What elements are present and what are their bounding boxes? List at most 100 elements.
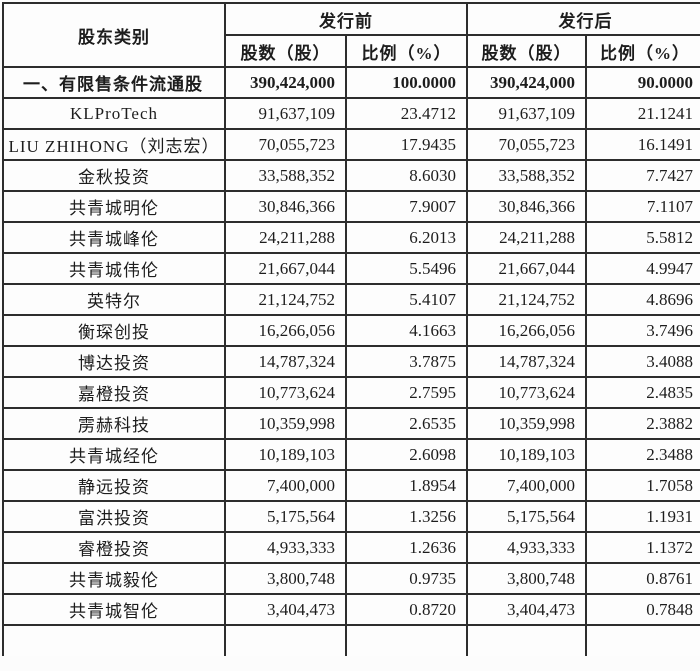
ratio-after-value: 21.1241 [585,97,700,130]
shares-before-value: 16,266,056 [224,314,347,347]
shares-before-value: 21,667,044 [224,252,347,285]
shares-before-value: 21,124,752 [224,283,347,316]
shareholder-name: LIU ZHIHONG（刘志宏） [2,128,226,161]
shares-before-value: 30,846,366 [224,190,347,223]
shares-before-value: 33,588,352 [224,159,347,192]
shares-before-value: 70,055,723 [224,128,347,161]
ratio-after-value: 0.7848 [585,593,700,626]
ratio-before-value: 100.0000 [345,66,468,99]
ratio-before-value: 1.8954 [345,469,468,502]
shareholder-name: 共青城明伦 [2,190,226,223]
shares-after-value: 3,404,473 [466,593,587,626]
table-row: LIU ZHIHONG（刘志宏） 70,055,723 17.9435 70,0… [2,128,700,161]
table-row: 共青城经伦 10,189,103 2.6098 10,189,103 2.348… [2,438,700,471]
ratio-after-value: 4.9947 [585,252,700,285]
ratio-after-value: 2.3488 [585,438,700,471]
shares-before-value: 10,359,998 [224,407,347,440]
shares-before-value: 91,637,109 [224,97,347,130]
shares-after-value: 7,400,000 [466,469,587,502]
ratio-before-value: 2.6535 [345,407,468,440]
shares-before-value: 390,424,000 [224,66,347,99]
shares-before-value: 7,400,000 [224,469,347,502]
shares-after-value: 5,175,564 [466,500,587,533]
shareholder-name: 嘉橙投资 [2,376,226,409]
table-row-partial [2,624,700,656]
table-row: 博达投资 14,787,324 3.7875 14,787,324 3.4088 [2,345,700,378]
shares-before-value: 10,773,624 [224,376,347,409]
table-row: 睿橙投资 4,933,333 1.2636 4,933,333 1.1372 [2,531,700,564]
ratio-after-value: 5.5812 [585,221,700,254]
shares-after-value: 10,359,998 [466,407,587,440]
shareholder-name: 静远投资 [2,469,226,502]
shareholder-name: 共青城伟伦 [2,252,226,285]
shares-before-value: 10,189,103 [224,438,347,471]
shareholder-name: 睿橙投资 [2,531,226,564]
ratio-before-value: 23.4712 [345,97,468,130]
ratio-before-value: 2.6098 [345,438,468,471]
ratio-after-value: 1.1372 [585,531,700,564]
shareholder-name: 雳赫科技 [2,407,226,440]
shares-after-value: 91,637,109 [466,97,587,130]
ratio-before-value: 0.9735 [345,562,468,595]
ratio-after-value: 7.1107 [585,190,700,223]
ratio-before-value: 6.2013 [345,221,468,254]
shares-before-value: 14,787,324 [224,345,347,378]
ratio-before-value: 1.3256 [345,500,468,533]
table-row: 共青城伟伦 21,667,044 5.5496 21,667,044 4.994… [2,252,700,285]
shares-after-value: 16,266,056 [466,314,587,347]
shareholder-name: KLProTech [2,97,226,130]
table-row: 雳赫科技 10,359,998 2.6535 10,359,998 2.3882 [2,407,700,440]
header-ratio-before: 比例（%） [345,34,468,68]
ratio-after-value: 2.4835 [585,376,700,409]
shares-after-value: 10,189,103 [466,438,587,471]
shareholder-name: 富洪投资 [2,500,226,533]
shares-before-value: 3,800,748 [224,562,347,595]
shares-before-value: 3,404,473 [224,593,347,626]
header-category: 股东类别 [2,2,226,68]
shareholder-name: 共青城峰伦 [2,221,226,254]
table-body: 一、有限售条件流通股 390,424,000 100.0000 390,424,… [2,66,700,656]
table-row: 共青城智伦 3,404,473 0.8720 3,404,473 0.7848 [2,593,700,626]
table-row: 一、有限售条件流通股 390,424,000 100.0000 390,424,… [2,66,700,99]
shares-after-value: 24,211,288 [466,221,587,254]
shareholder-name: 英特尔 [2,283,226,316]
ratio-before-value: 5.4107 [345,283,468,316]
shareholder-name: 一、有限售条件流通股 [2,66,226,99]
table-row: 静远投资 7,400,000 1.8954 7,400,000 1.7058 [2,469,700,502]
shareholder-name: 衡琛创投 [2,314,226,347]
ratio-after-value [585,624,700,656]
table-row: KLProTech 91,637,109 23.4712 91,637,109 … [2,97,700,130]
ratio-after-value: 0.8761 [585,562,700,595]
header-after-group: 发行后 [466,2,700,36]
shares-after-value: 4,933,333 [466,531,587,564]
header-shares-after: 股数（股） [466,34,587,68]
ratio-before-value [345,624,468,656]
ratio-before-value: 17.9435 [345,128,468,161]
shares-after-value: 10,773,624 [466,376,587,409]
shares-before-value: 4,933,333 [224,531,347,564]
ratio-before-value: 2.7595 [345,376,468,409]
ratio-after-value: 3.4088 [585,345,700,378]
shares-after-value: 21,667,044 [466,252,587,285]
table-row: 共青城毅伦 3,800,748 0.9735 3,800,748 0.8761 [2,562,700,595]
shareholder-name: 共青城智伦 [2,593,226,626]
ratio-before-value: 1.2636 [345,531,468,564]
shares-after-value: 14,787,324 [466,345,587,378]
shares-before-value: 5,175,564 [224,500,347,533]
ratio-before-value: 8.6030 [345,159,468,192]
shares-after-value: 33,588,352 [466,159,587,192]
shares-after-value [466,624,587,656]
ratio-after-value: 1.1931 [585,500,700,533]
shares-after-value: 390,424,000 [466,66,587,99]
header-shares-before: 股数（股） [224,34,347,68]
ratio-after-value: 3.7496 [585,314,700,347]
shareholder-name: 共青城毅伦 [2,562,226,595]
ratio-after-value: 7.7427 [585,159,700,192]
shares-after-value: 70,055,723 [466,128,587,161]
ratio-after-value: 16.1491 [585,128,700,161]
table-row: 嘉橙投资 10,773,624 2.7595 10,773,624 2.4835 [2,376,700,409]
table-row: 金秋投资 33,588,352 8.6030 33,588,352 7.7427 [2,159,700,192]
shares-after-value: 30,846,366 [466,190,587,223]
shareholder-name: 共青城经伦 [2,438,226,471]
